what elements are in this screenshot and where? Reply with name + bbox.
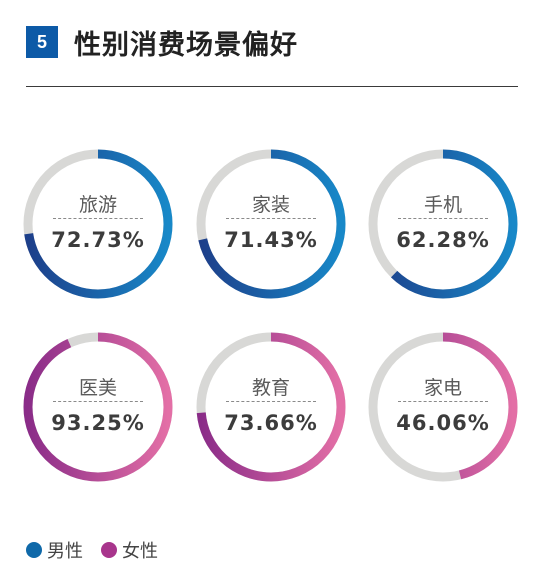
donut-1: 旅游 72.73%	[21, 147, 175, 301]
legend-label-female: 女性	[122, 541, 158, 562]
donut-3: 手机 62.28%	[366, 147, 520, 301]
donut-category-label: 教育	[251, 377, 290, 399]
donut-category-label: 家装	[251, 194, 290, 216]
donut-svg	[368, 149, 518, 299]
donut-value-arc	[23, 332, 173, 482]
donut-svg	[196, 149, 346, 299]
donut-percent-label: 62.28%	[396, 228, 490, 252]
legend-item-female: 女性	[101, 537, 158, 563]
donut-category-label: 家电	[423, 377, 462, 399]
donut-category-label: 手机	[423, 194, 462, 216]
donut-dashed-divider	[53, 401, 143, 402]
donut-dashed-divider	[226, 218, 316, 219]
donut-2: 家装 71.43%	[194, 147, 348, 301]
legend: 男性 女性	[26, 537, 176, 563]
donut-dashed-divider	[53, 218, 143, 219]
donut-percent-label: 71.43%	[224, 228, 318, 252]
legend-dot-female	[101, 542, 117, 558]
donut-category-label: 旅游	[78, 194, 117, 216]
donut-value-arc	[196, 149, 346, 299]
header-divider	[26, 86, 518, 87]
donut-svg	[23, 332, 173, 482]
legend-dot-male	[26, 542, 42, 558]
donut-value-arc	[23, 149, 173, 299]
donut-svg	[368, 332, 518, 482]
legend-item-male: 男性	[26, 537, 83, 563]
donut-value-arc	[368, 332, 518, 482]
page-title: 性别消费场景偏好	[74, 29, 298, 61]
donut-dashed-divider	[226, 401, 316, 402]
donut-4: 医美 93.25%	[21, 330, 175, 484]
donut-svg	[196, 332, 346, 482]
donut-value-arc	[196, 332, 346, 482]
donut-percent-label: 93.25%	[51, 411, 145, 435]
donut-category-label: 医美	[78, 377, 117, 399]
donut-svg	[23, 149, 173, 299]
donut-percent-label: 73.66%	[224, 411, 318, 435]
donut-percent-label: 72.73%	[51, 228, 145, 252]
section-header: 5 性别消费场景偏好	[26, 22, 298, 62]
section-number-badge: 5	[26, 26, 58, 58]
donut-value-arc	[368, 149, 518, 299]
donut-6: 家电 46.06%	[366, 330, 520, 484]
donut-dashed-divider	[398, 218, 488, 219]
donut-dashed-divider	[398, 401, 488, 402]
legend-label-male: 男性	[47, 541, 83, 562]
donut-percent-label: 46.06%	[396, 411, 490, 435]
donut-5: 教育 73.66%	[194, 330, 348, 484]
